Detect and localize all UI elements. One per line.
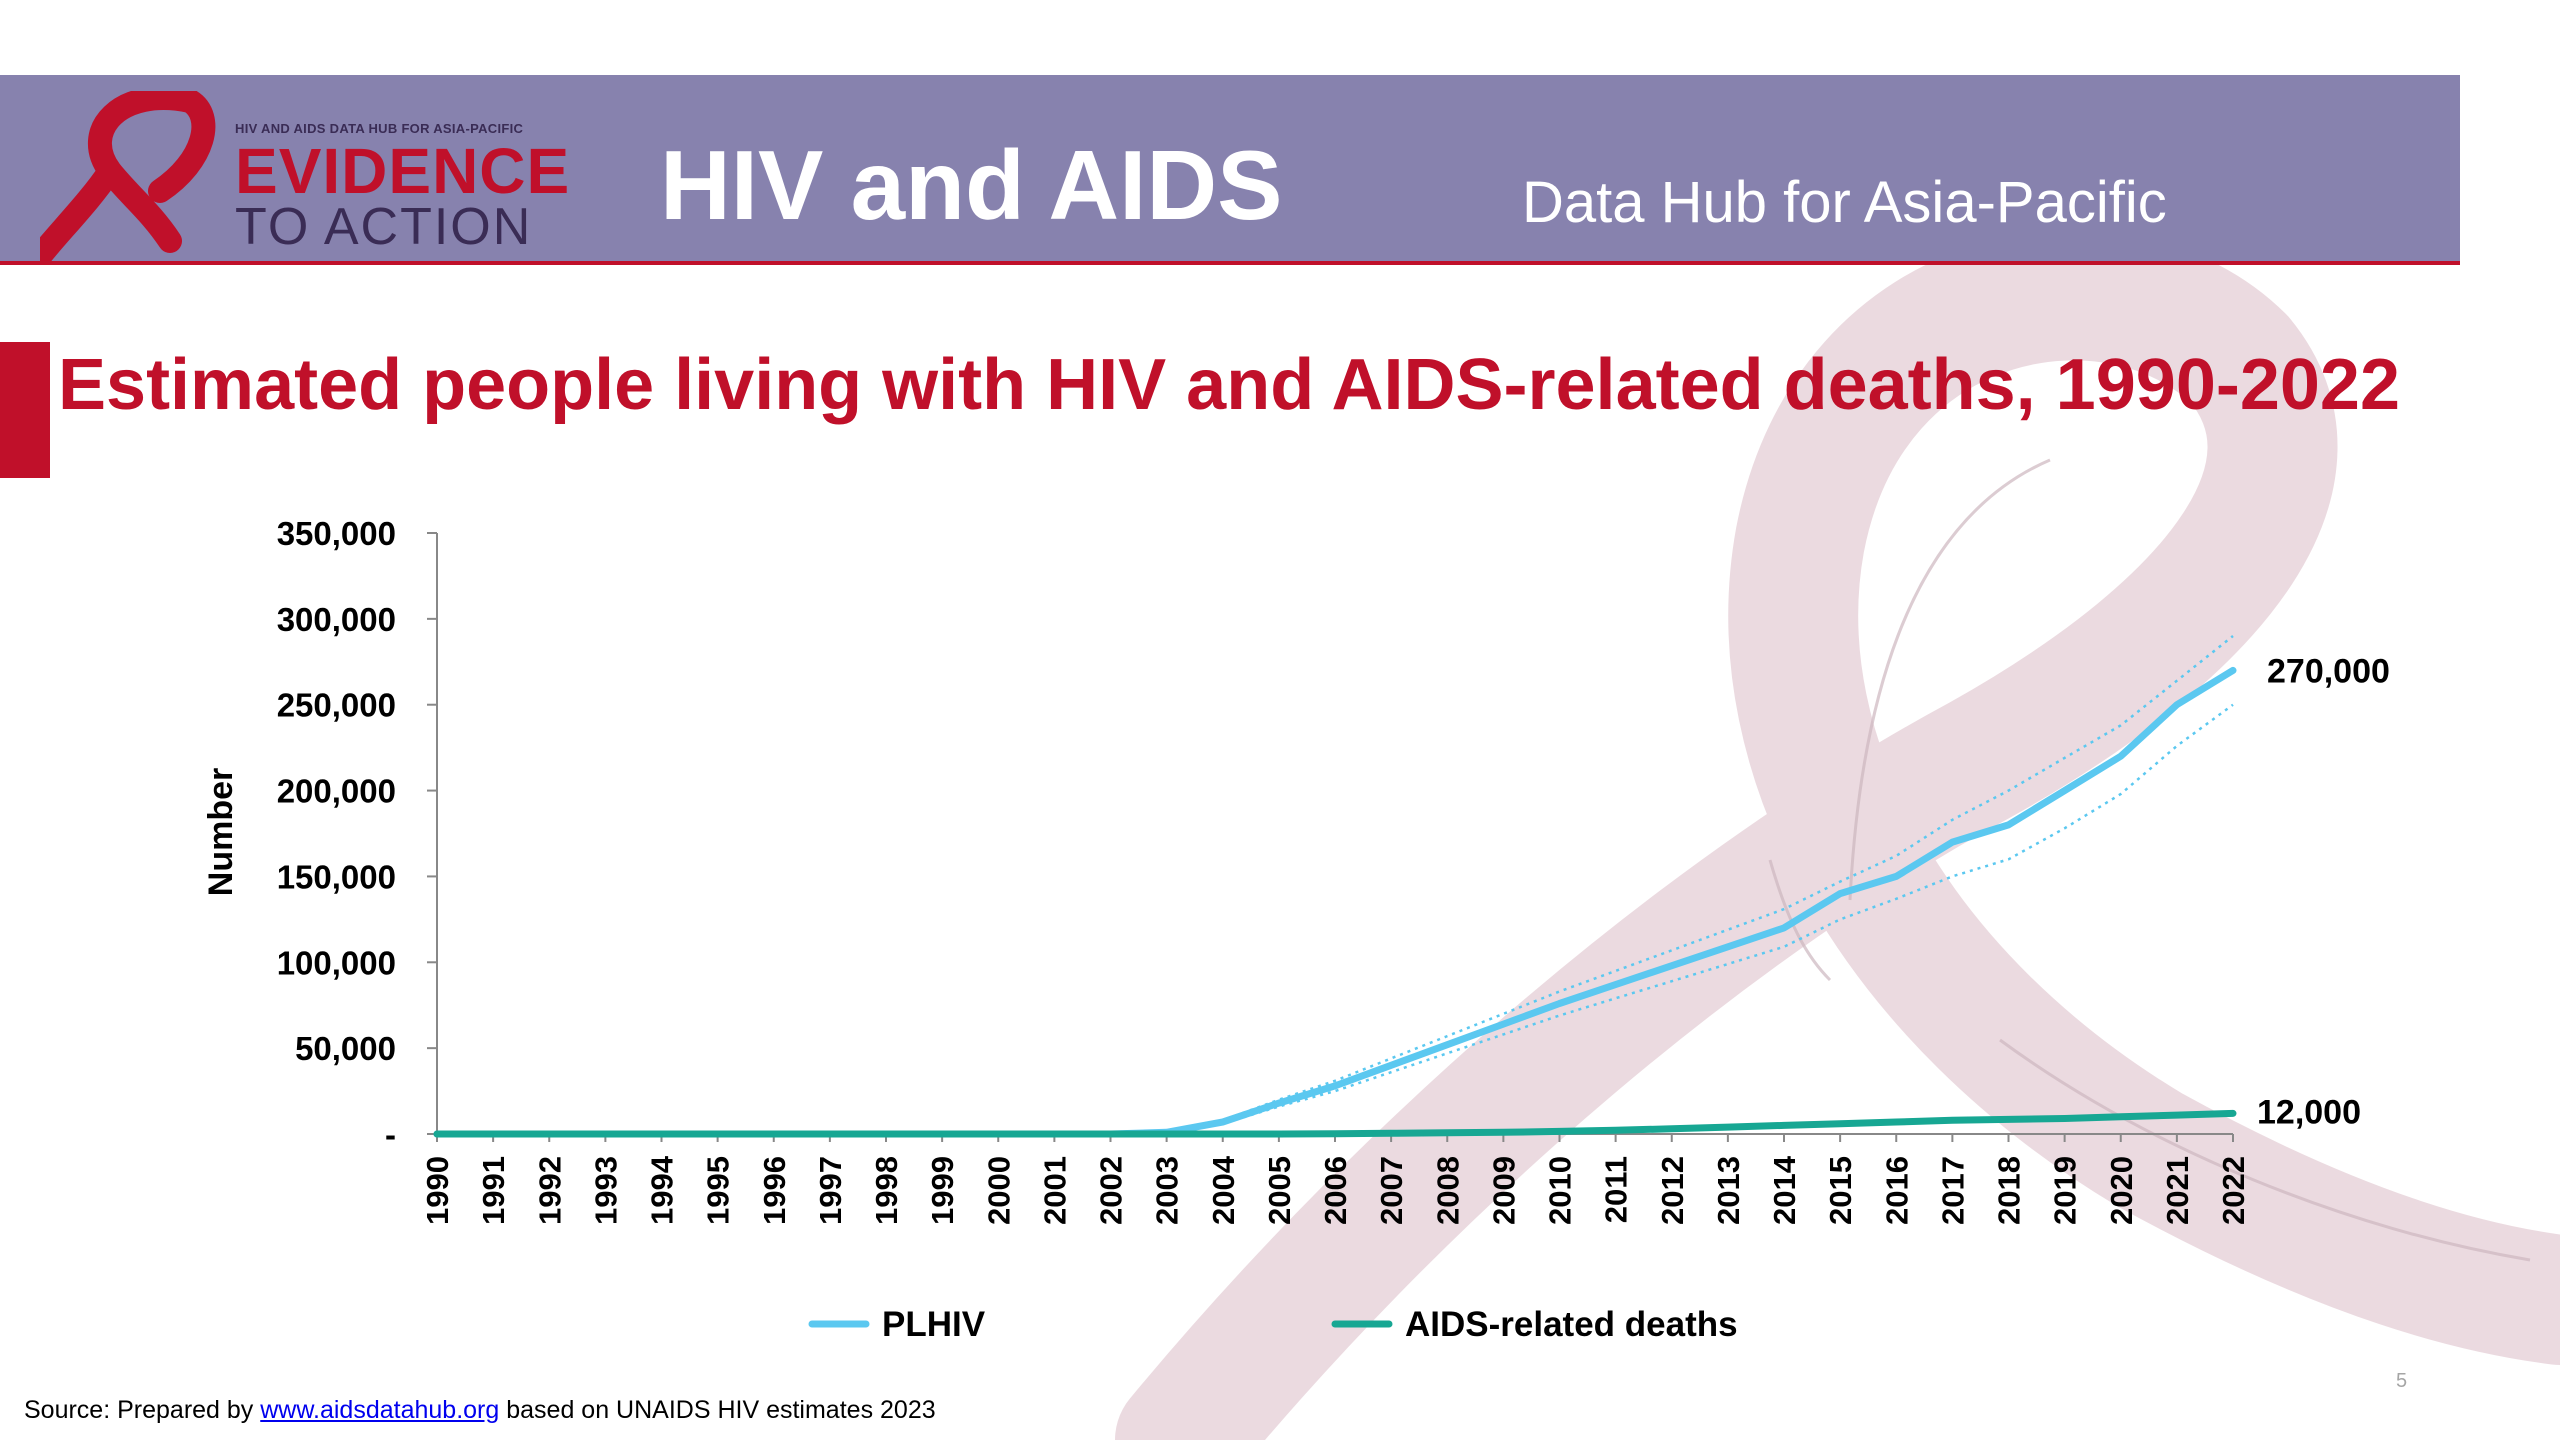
legend-aids-deaths-label: AIDS-related deaths — [1405, 1305, 1738, 1344]
y-axis-label: Number — [202, 768, 240, 896]
x-tick-label: 2009 — [1486, 1156, 1521, 1225]
y-tick-label: 200,000 — [277, 773, 396, 810]
x-tick-label: 2021 — [2160, 1156, 2195, 1225]
x-tick-label: 2018 — [1992, 1156, 2027, 1225]
y-tick-label: 100,000 — [277, 944, 396, 981]
logo-action-text: TO ACTION — [235, 198, 533, 256]
y-tick-label: 300,000 — [277, 601, 396, 638]
x-tick-label: 2022 — [2216, 1156, 2251, 1225]
x-tick-label: 2015 — [1823, 1156, 1858, 1225]
plhiv-line — [433, 666, 2237, 1138]
x-axis: 1990 1991 1992 1993 1994 1995 1996 1997 1998 1999… — [420, 1133, 2251, 1225]
x-tick-label: 2019 — [2048, 1156, 2083, 1225]
y-tick-label: - — [385, 1116, 396, 1153]
x-tick-label: 2012 — [1655, 1156, 1690, 1225]
y-tick-label: 350,000 — [277, 515, 396, 552]
source-note: Source: Prepared by www.aidsdatahub.org … — [24, 1396, 936, 1425]
y-tick-label: 50,000 — [295, 1030, 396, 1067]
x-tick-label: 2005 — [1262, 1156, 1297, 1225]
source-link[interactable]: www.aidsdatahub.org — [260, 1396, 500, 1424]
x-tick-label: 1997 — [813, 1156, 848, 1225]
evidence-to-action-logo: HIV AND AIDS DATA HUB FOR ASIA-PACIFIC E… — [40, 91, 600, 261]
title-accent-bar — [0, 342, 50, 478]
x-tick-label: 2017 — [1935, 1156, 1970, 1225]
banner-subtitle: Data Hub for Asia-Pacific — [1522, 170, 2167, 235]
x-tick-label: 2013 — [1711, 1156, 1746, 1225]
plhiv-lower-bound-line — [437, 703, 2234, 1136]
source-suffix: based on UNAIDS HIV estimates 2023 — [499, 1396, 936, 1424]
aids-deaths-end-label: 12,000 — [2257, 1093, 2361, 1131]
x-tick-label: 1994 — [645, 1155, 680, 1225]
y-tick-label: 150,000 — [277, 858, 396, 895]
plhiv-end-label: 270,000 — [2267, 652, 2390, 690]
x-tick-label: 1999 — [925, 1156, 960, 1225]
x-tick-label: 2016 — [1879, 1156, 1914, 1225]
x-tick-label: 1996 — [757, 1156, 792, 1225]
x-tick-label: 2002 — [1094, 1156, 1129, 1225]
legend: PLHIV AIDS-related deaths — [808, 1305, 1738, 1344]
logo-evidence-text: EVIDENCE — [235, 135, 571, 207]
x-tick-label: 2020 — [2104, 1156, 2139, 1225]
x-tick-label: 2001 — [1037, 1156, 1072, 1225]
x-tick-label: 2008 — [1430, 1156, 1465, 1225]
plot-area: 270,000 12,000 — [433, 635, 2390, 1138]
red-ribbon-icon — [40, 91, 216, 261]
header-banner: HIV AND AIDS DATA HUB FOR ASIA-PACIFIC E… — [0, 75, 2460, 265]
slide-title: Estimated people living with HIV and AID… — [58, 345, 2401, 425]
x-tick-label: 1992 — [532, 1156, 567, 1225]
legend-plhiv-label: PLHIV — [882, 1305, 986, 1344]
plhiv-upper-bound-line — [437, 635, 2234, 1136]
x-tick-label: 2004 — [1206, 1155, 1241, 1225]
x-tick-label: 2011 — [1599, 1156, 1634, 1223]
x-tick-label: 2003 — [1150, 1156, 1185, 1225]
x-tick-label: 2007 — [1374, 1156, 1409, 1225]
x-tick-label: 2010 — [1543, 1156, 1578, 1225]
y-axis: - 50,000 100,000 150,000 200,000 250,000 300,0… — [277, 515, 438, 1153]
x-tick-label: 2014 — [1767, 1155, 1802, 1225]
x-tick-label: 2000 — [981, 1156, 1016, 1225]
source-prefix: Source: Prepared by — [24, 1396, 261, 1424]
x-tick-label: 1993 — [588, 1156, 623, 1225]
y-tick-label: 250,000 — [277, 687, 396, 724]
x-tick-label: 1991 — [476, 1156, 511, 1225]
logo-tagline: HIV AND AIDS DATA HUB FOR ASIA-PACIFIC — [235, 121, 524, 136]
x-tick-label: 1990 — [420, 1156, 455, 1225]
aids-deaths-line — [433, 1109, 2237, 1138]
banner-title: HIV and AIDS — [660, 130, 1283, 240]
page-number: 5 — [2396, 1370, 2408, 1392]
x-tick-label: 1998 — [869, 1156, 904, 1225]
x-tick-label: 1995 — [701, 1156, 736, 1225]
x-tick-label: 2006 — [1318, 1156, 1353, 1225]
